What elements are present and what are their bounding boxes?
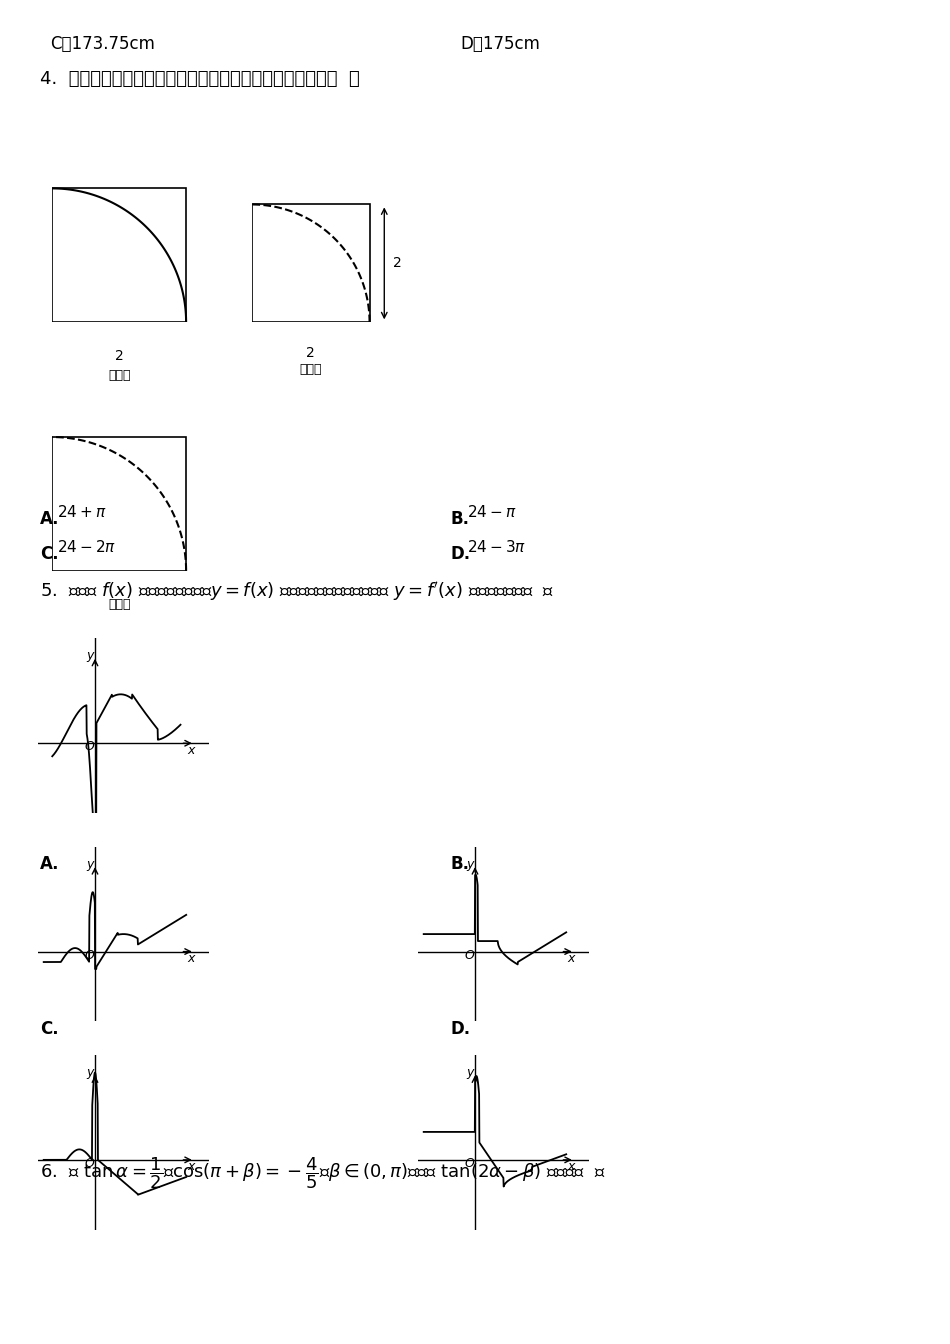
Text: 5.  设函数 $f(x)$ 在定义域内可导，$y=f(x)$ 的图象如图所示，则导函数 $y=f'(x)$ 的图象可能为（  ）: 5. 设函数 $f(x)$ 在定义域内可导，$y=f(x)$ 的图象如图所示，则…	[40, 581, 554, 603]
Text: C.: C.	[40, 546, 59, 563]
Text: 正视图: 正视图	[108, 370, 130, 382]
Text: $x$: $x$	[567, 952, 577, 965]
Text: A.: A.	[40, 855, 60, 874]
Text: 2: 2	[306, 345, 315, 360]
Text: $O$: $O$	[84, 949, 95, 961]
Text: $24-2\pi$: $24-2\pi$	[57, 539, 116, 555]
Text: C．173.75cm: C．173.75cm	[50, 35, 155, 52]
Text: $y$: $y$	[466, 1067, 476, 1081]
Text: 4.  一个几何体的三视图如图所示，则该几何体的表面积为（  ）: 4. 一个几何体的三视图如图所示，则该几何体的表面积为（ ）	[40, 70, 360, 87]
Text: $O$: $O$	[84, 741, 95, 753]
Text: $24-3\pi$: $24-3\pi$	[467, 539, 526, 555]
Text: $O$: $O$	[464, 949, 475, 961]
Text: $x$: $x$	[567, 1160, 577, 1173]
Text: $O$: $O$	[84, 1157, 95, 1169]
Text: 6.  设 $\tan\alpha=\dfrac{1}{2}$，$\cos(\pi+\beta)=-\dfrac{4}{5}$（$\beta\in(0,\pi): 6. 设 $\tan\alpha=\dfrac{1}{2}$，$\cos(\pi…	[40, 1154, 605, 1191]
Text: $24-\pi$: $24-\pi$	[467, 504, 517, 520]
Text: $24+\pi$: $24+\pi$	[57, 504, 106, 520]
Text: $O$: $O$	[464, 1157, 475, 1169]
Text: $x$: $x$	[187, 743, 197, 757]
Text: D.: D.	[450, 546, 470, 563]
Text: 2: 2	[115, 349, 124, 363]
Text: 2: 2	[393, 257, 402, 270]
Text: 侧视图: 侧视图	[299, 363, 322, 376]
Text: B.: B.	[450, 509, 469, 528]
Text: $y$: $y$	[86, 650, 96, 664]
Text: C.: C.	[40, 1020, 59, 1038]
Text: $y$: $y$	[466, 859, 476, 872]
Text: $x$: $x$	[187, 1160, 197, 1173]
Text: D.: D.	[450, 1020, 470, 1038]
Text: $y$: $y$	[86, 1067, 96, 1081]
Text: B.: B.	[450, 855, 469, 874]
Text: D．175cm: D．175cm	[460, 35, 540, 52]
Text: 俯视图: 俯视图	[108, 598, 130, 610]
Text: $x$: $x$	[187, 952, 197, 965]
Text: A.: A.	[40, 509, 60, 528]
Text: $y$: $y$	[86, 859, 96, 872]
